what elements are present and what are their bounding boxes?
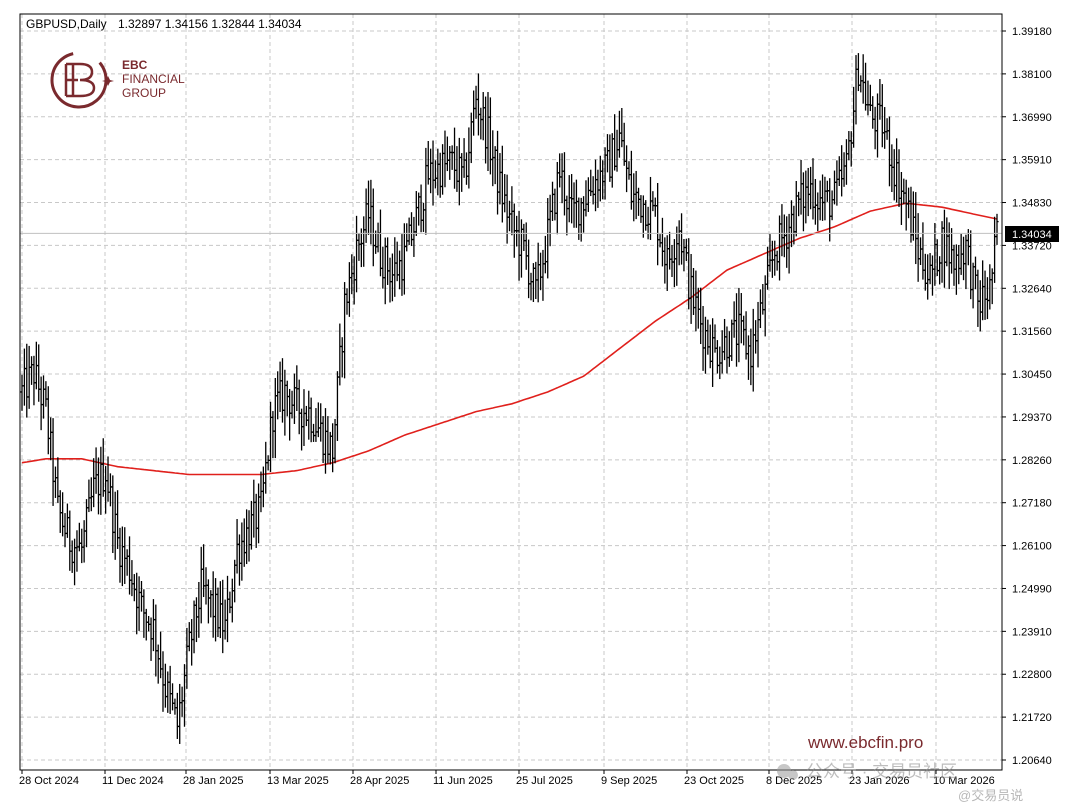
y-tick-label: 1.34830 xyxy=(1012,198,1052,210)
chart-symbol: GBPUSD,Daily xyxy=(26,17,107,31)
ebc-logo: EBC FINANCIAL GROUP xyxy=(50,51,185,109)
y-tick-label: 1.33720 xyxy=(1012,240,1052,252)
last-price-box xyxy=(1005,226,1059,242)
x-tick-label: 28 Jan 2025 xyxy=(183,775,244,787)
x-tick-label: 13 Mar 2025 xyxy=(267,775,329,787)
y-tick-label: 1.21720 xyxy=(1012,712,1052,724)
x-tick-label: 25 Jul 2025 xyxy=(516,775,573,787)
y-tick-label: 1.35910 xyxy=(1012,155,1052,167)
y-tick-label: 1.27180 xyxy=(1012,498,1052,510)
y-tick-label: 1.31560 xyxy=(1012,326,1052,338)
last-price-label: 1.34034 xyxy=(1012,229,1052,241)
watermark-url: www.ebcfin.pro xyxy=(807,733,923,752)
y-tick-label: 1.39180 xyxy=(1012,26,1052,38)
wechat-icon xyxy=(777,764,791,778)
y-tick-label: 1.26100 xyxy=(1012,541,1052,553)
sparkle-icon xyxy=(102,76,114,86)
x-tick-label: 23 Jan 2026 xyxy=(849,775,910,787)
y-tick-label: 1.29370 xyxy=(1012,412,1052,424)
logo-line2: FINANCIAL xyxy=(122,72,185,86)
y-axis: 1.39180 1.38100 1.36990 1.35910 1.34830 1.337… xyxy=(1002,26,1052,767)
x-tick-label: 28 Apr 2025 xyxy=(350,775,409,787)
x-tick-label: 28 Oct 2024 xyxy=(19,775,79,787)
y-tick-label: 1.28260 xyxy=(1012,455,1052,467)
wechat-watermark: 公众号 · 交易员社区 xyxy=(777,762,957,781)
x-axis: 28 Oct 2024 11 Dec 2024 28 Jan 2025 13 Mar … xyxy=(19,770,995,787)
logo-line1: EBC xyxy=(122,58,148,72)
y-tick-label: 1.30450 xyxy=(1012,369,1052,381)
y-tick-label: 1.36990 xyxy=(1012,112,1052,124)
ebc-monogram-icon xyxy=(64,62,96,98)
y-tick-label: 1.20640 xyxy=(1012,755,1052,767)
x-tick-label: 11 Dec 2024 xyxy=(102,775,164,787)
x-tick-label: 9 Sep 2025 xyxy=(601,775,657,787)
y-tick-label: 1.32640 xyxy=(1012,283,1052,295)
x-tick-label: 11 Jun 2025 xyxy=(433,775,493,787)
x-tick-label: 23 Oct 2025 xyxy=(684,775,744,787)
ohlc-bar xyxy=(995,213,999,245)
x-tick-label: 8 Dec 2025 xyxy=(766,775,822,787)
chart-ohlc: 1.32897 1.34156 1.32844 1.34034 xyxy=(118,17,302,31)
wechat-text: 公众号 · 交易员社区 xyxy=(806,762,957,781)
plot-frame xyxy=(19,13,1003,771)
y-tick-label: 1.38100 xyxy=(1012,69,1052,81)
x-tick-label: 10 Mar 2026 xyxy=(933,775,995,787)
y-tick-label: 1.22800 xyxy=(1012,669,1052,681)
moving-average-line xyxy=(21,202,998,476)
ma-line-layer xyxy=(21,202,998,476)
y-tick-label: 1.23910 xyxy=(1012,626,1052,638)
logo-line3: GROUP xyxy=(122,86,166,100)
weibo-watermark: @交易员说 xyxy=(958,788,1023,803)
y-tick-label: 1.24990 xyxy=(1012,583,1052,595)
price-bars xyxy=(20,53,999,744)
